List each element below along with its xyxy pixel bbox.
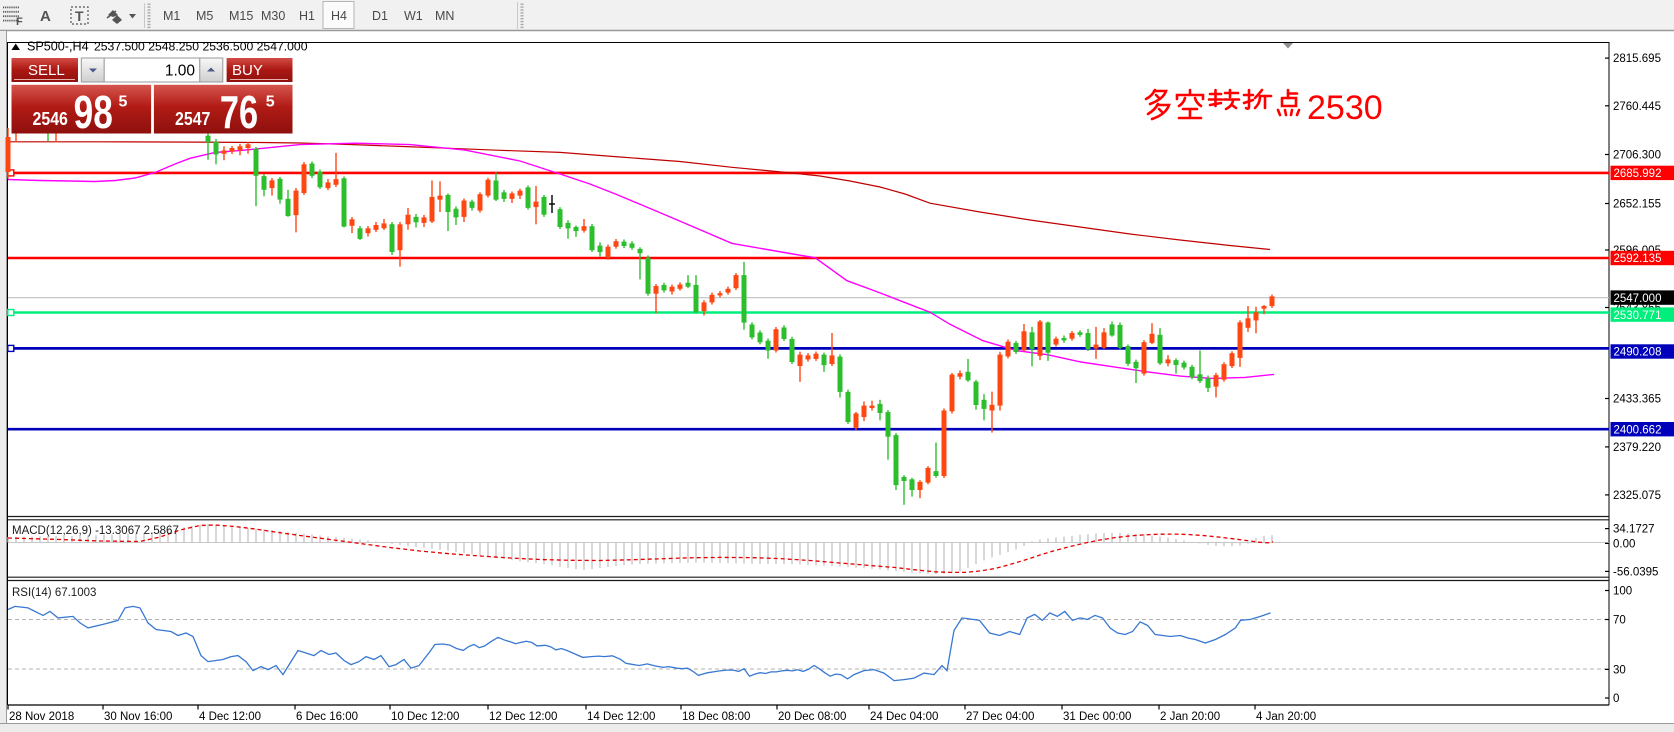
svg-text:2685.992: 2685.992 xyxy=(1614,168,1662,180)
svg-text:MACD(12,26,9) -13.3067 2.5867: MACD(12,26,9) -13.3067 2.5867 xyxy=(12,525,179,537)
svg-text:2530: 2530 xyxy=(1307,89,1383,127)
svg-text:2546: 2546 xyxy=(33,109,68,129)
svg-text:F: F xyxy=(16,16,23,28)
svg-text:27 Dec 04:00: 27 Dec 04:00 xyxy=(966,711,1034,723)
svg-text:30 Nov 16:00: 30 Nov 16:00 xyxy=(104,711,172,723)
svg-text:30: 30 xyxy=(1613,664,1626,676)
svg-text:BUY: BUY xyxy=(232,62,263,79)
svg-text:T: T xyxy=(75,8,84,24)
svg-text:4 Dec 12:00: 4 Dec 12:00 xyxy=(199,711,261,723)
svg-text:MN: MN xyxy=(435,9,454,23)
svg-text:2547.000: 2547.000 xyxy=(1614,293,1662,305)
svg-text:34.1727: 34.1727 xyxy=(1613,524,1655,536)
svg-text:2490.208: 2490.208 xyxy=(1614,347,1662,359)
svg-text:SP500-,H4: SP500-,H4 xyxy=(27,40,89,54)
svg-text:RSI(14) 67.1003: RSI(14) 67.1003 xyxy=(12,587,96,599)
svg-text:24 Dec 04:00: 24 Dec 04:00 xyxy=(870,711,938,723)
svg-text:70: 70 xyxy=(1613,615,1626,627)
svg-text:H1: H1 xyxy=(299,9,315,23)
svg-text:2379.220: 2379.220 xyxy=(1613,442,1661,454)
svg-text:0: 0 xyxy=(1613,693,1619,705)
svg-text:2325.075: 2325.075 xyxy=(1613,490,1661,502)
svg-text:0.00: 0.00 xyxy=(1613,538,1635,550)
svg-text:H4: H4 xyxy=(331,9,347,23)
svg-text:2400.662: 2400.662 xyxy=(1614,424,1662,436)
svg-text:31 Dec 00:00: 31 Dec 00:00 xyxy=(1063,711,1131,723)
svg-text:100: 100 xyxy=(1613,586,1632,598)
svg-text:14 Dec 12:00: 14 Dec 12:00 xyxy=(587,711,655,723)
svg-text:2547: 2547 xyxy=(175,109,210,129)
svg-text:D1: D1 xyxy=(372,9,388,23)
svg-text:M1: M1 xyxy=(163,9,180,23)
svg-text:2433.365: 2433.365 xyxy=(1613,394,1661,406)
svg-text:28 Nov 2018: 28 Nov 2018 xyxy=(9,711,74,723)
svg-text:M5: M5 xyxy=(196,9,213,23)
svg-text:M30: M30 xyxy=(261,9,285,23)
svg-text:W1: W1 xyxy=(404,9,423,23)
svg-text:M15: M15 xyxy=(229,9,253,23)
svg-text:2652.155: 2652.155 xyxy=(1613,199,1661,211)
svg-text:2815.695: 2815.695 xyxy=(1613,53,1661,65)
svg-text:A: A xyxy=(40,8,51,25)
svg-text:1.00: 1.00 xyxy=(165,63,196,80)
svg-text:98: 98 xyxy=(74,86,113,138)
svg-text:18 Dec 08:00: 18 Dec 08:00 xyxy=(682,711,750,723)
svg-text:6 Dec 16:00: 6 Dec 16:00 xyxy=(296,711,358,723)
svg-text:12 Dec 12:00: 12 Dec 12:00 xyxy=(489,711,557,723)
svg-text:2530.771: 2530.771 xyxy=(1614,310,1662,322)
svg-text:10 Dec 12:00: 10 Dec 12:00 xyxy=(391,711,459,723)
svg-text:2706.300: 2706.300 xyxy=(1613,150,1661,162)
svg-text:2537.500 2548.250 2536.500 254: 2537.500 2548.250 2536.500 2547.000 xyxy=(94,40,308,54)
svg-text:SELL: SELL xyxy=(28,62,65,79)
svg-text:2 Jan 20:00: 2 Jan 20:00 xyxy=(1160,711,1220,723)
svg-text:-56.0395: -56.0395 xyxy=(1613,566,1658,578)
svg-text:2760.445: 2760.445 xyxy=(1613,101,1661,113)
svg-text:4 Jan 20:00: 4 Jan 20:00 xyxy=(1256,711,1316,723)
svg-text:20 Dec 08:00: 20 Dec 08:00 xyxy=(778,711,846,723)
svg-text:76: 76 xyxy=(220,86,258,138)
svg-text:5: 5 xyxy=(266,94,275,111)
svg-text:2592.135: 2592.135 xyxy=(1614,253,1662,265)
svg-text:5: 5 xyxy=(119,94,128,111)
